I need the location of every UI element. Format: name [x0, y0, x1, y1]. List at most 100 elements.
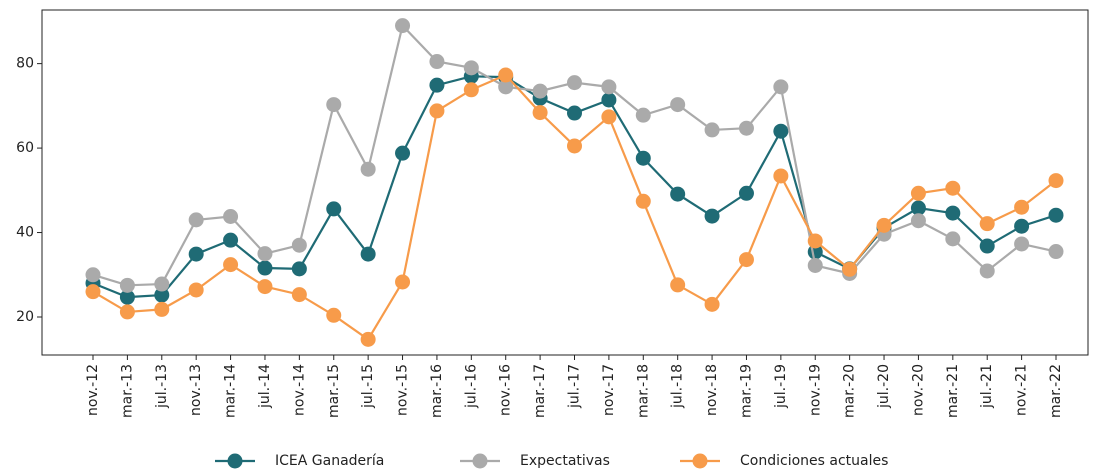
- data-point: [910, 200, 926, 216]
- x-tick-label: mar.-17: [532, 364, 548, 418]
- legend-label: Expectativas: [520, 453, 610, 469]
- data-point: [773, 123, 789, 139]
- data-point: [188, 212, 204, 228]
- data-point: [395, 18, 411, 34]
- x-tick-label: jul.-14: [257, 364, 273, 409]
- data-point: [498, 67, 514, 83]
- x-tick-label: mar.-22: [1048, 364, 1064, 418]
- data-point: [670, 97, 686, 113]
- legend-label: ICEA Ganadería: [275, 453, 384, 469]
- data-point: [704, 122, 720, 138]
- data-point: [738, 185, 754, 201]
- data-point: [429, 54, 445, 70]
- data-point: [291, 237, 307, 253]
- x-tick-label: mar.-18: [635, 364, 651, 418]
- data-point: [807, 257, 823, 273]
- data-point: [567, 138, 582, 154]
- y-tick-label: 80: [16, 56, 34, 72]
- x-tick-label: jul.-15: [360, 364, 376, 409]
- y-tick-label: 60: [16, 140, 34, 156]
- x-tick-label: jul.-13: [154, 364, 170, 409]
- x-tick-label: nov.-20: [910, 364, 926, 416]
- data-point: [945, 180, 961, 196]
- data-point: [773, 79, 789, 95]
- data-point: [807, 233, 823, 249]
- data-point: [463, 60, 479, 76]
- data-point: [326, 201, 342, 217]
- data-point: [429, 77, 445, 93]
- data-point: [876, 217, 892, 233]
- data-point: [567, 75, 582, 91]
- plot-frame: [41, 9, 1089, 356]
- x-tick-label: mar.-15: [326, 364, 342, 418]
- x-tick-label: jul.-20: [876, 364, 892, 409]
- data-point: [1048, 173, 1064, 189]
- data-point: [670, 277, 686, 293]
- data-point: [223, 232, 239, 248]
- x-tick-label: nov.-12: [85, 364, 101, 416]
- data-point: [601, 92, 617, 108]
- x-tick-label: mar.-21: [945, 364, 961, 418]
- data-point: [360, 246, 376, 262]
- data-point: [154, 276, 170, 292]
- data-point: [738, 252, 754, 268]
- data-point: [223, 257, 239, 273]
- data-point: [257, 260, 273, 276]
- data-point: [601, 109, 617, 125]
- data-point: [463, 82, 479, 98]
- data-point: [154, 301, 170, 317]
- data-point: [188, 282, 204, 298]
- x-tick-label: nov.-15: [395, 364, 411, 416]
- data-point: [910, 185, 926, 201]
- legend-marker: [472, 453, 488, 469]
- data-point: [188, 246, 204, 262]
- x-tick-label: jul.-18: [670, 364, 686, 409]
- x-tick-label: mar.-13: [119, 364, 135, 418]
- x-tick-label: mar.-20: [842, 364, 858, 418]
- y-tick-label: 20: [16, 309, 34, 325]
- x-tick-label: jul.-19: [773, 364, 789, 409]
- data-point: [601, 79, 617, 95]
- x-tick-label: nov.-21: [1014, 364, 1030, 416]
- data-point: [1014, 218, 1030, 234]
- data-point: [360, 331, 376, 347]
- data-point: [326, 97, 342, 113]
- x-tick-label: mar.-14: [223, 364, 239, 418]
- data-point: [85, 284, 101, 300]
- data-point: [291, 287, 307, 303]
- legend-label: Condiciones actuales: [740, 453, 888, 469]
- data-point: [979, 238, 995, 254]
- x-tick-label: jul.-21: [979, 364, 995, 409]
- data-point: [773, 168, 789, 184]
- data-point: [119, 289, 135, 305]
- data-point: [979, 263, 995, 279]
- data-point: [532, 83, 548, 99]
- data-point: [429, 103, 445, 119]
- data-point: [532, 105, 548, 121]
- data-point: [567, 105, 582, 121]
- y-tick-label: 40: [16, 225, 34, 241]
- data-point: [360, 161, 376, 177]
- data-point: [704, 208, 720, 224]
- data-point: [945, 205, 961, 221]
- data-point: [1048, 207, 1064, 223]
- data-point: [498, 79, 514, 95]
- x-tick-label: nov.-13: [188, 364, 204, 416]
- data-point: [1014, 199, 1030, 215]
- x-tick-label: jul.-17: [567, 364, 583, 409]
- x-tick-label: nov.-17: [601, 364, 617, 416]
- x-tick-label: mar.-19: [738, 364, 754, 418]
- legend-marker: [227, 453, 243, 469]
- data-point: [257, 279, 273, 295]
- data-point: [910, 213, 926, 229]
- x-tick-label: nov.-18: [704, 364, 720, 416]
- data-point: [1014, 236, 1030, 252]
- data-point: [945, 231, 961, 247]
- data-point: [119, 277, 135, 293]
- data-point: [738, 120, 754, 136]
- data-point: [979, 216, 995, 232]
- data-point: [154, 287, 170, 303]
- x-tick-label: jul.-16: [463, 364, 479, 409]
- data-point: [119, 304, 135, 320]
- data-point: [85, 267, 101, 283]
